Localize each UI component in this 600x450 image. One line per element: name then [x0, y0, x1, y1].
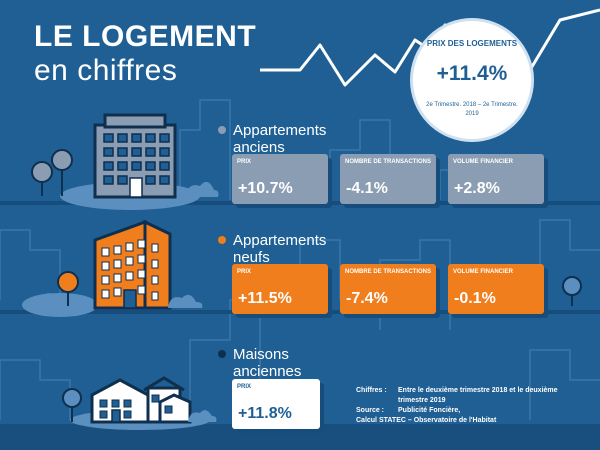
- badge-title: PRIX DES LOGEMENTS: [426, 39, 518, 48]
- chiffres-value: Entre le deuxième trimestre 2018 et le d…: [398, 387, 558, 404]
- section-label-line-1: Maisons: [233, 346, 289, 363]
- card-label: NOMBRE DE TRANSACTIONS: [345, 159, 432, 165]
- bullet-dot: [218, 350, 226, 358]
- card-transactions: NOMBRE DE TRANSACTIONS -4.1%: [340, 154, 436, 204]
- source-row: Source : Publicité Foncière,: [356, 406, 586, 416]
- chiffres-key: Chiffres :: [356, 387, 387, 394]
- bullet-dot: [218, 126, 226, 134]
- section-label-appartements-neufs: Appartements neufs: [218, 232, 327, 266]
- card-label: PRIX: [237, 269, 252, 275]
- section-label-line-1: Appartements: [233, 122, 327, 139]
- card-value: +11.5%: [238, 290, 292, 307]
- card-label: PRIX: [237, 384, 252, 390]
- card-label: NOMBRE DE TRANSACTIONS: [345, 269, 432, 275]
- card-value: -7.4%: [346, 290, 388, 307]
- page-title: LE LOGEMENT en chiffres: [34, 20, 256, 88]
- tree-icon: [62, 388, 82, 422]
- price-badge: PRIX DES LOGEMENTS +11.4% 2e Trimestre. …: [410, 18, 534, 142]
- card-value: +2.8%: [454, 180, 500, 197]
- card-value: +10.7%: [238, 180, 293, 197]
- card-value: +11.8%: [238, 405, 292, 422]
- card-volume: VOLUME FINANCIER +2.8%: [448, 154, 544, 204]
- card-prix: PRIX +10.7%: [232, 154, 328, 204]
- source-notes: Chiffres : Entre le deuxième trimestre 2…: [356, 386, 586, 426]
- house-icon: [70, 376, 210, 430]
- source-key: Source :: [356, 407, 385, 414]
- section-label-line-2: anciennes: [233, 363, 302, 380]
- card-label: VOLUME FINANCIER: [453, 269, 513, 275]
- tree-icon: [31, 149, 73, 196]
- bush-icon: [26, 293, 203, 308]
- card-volume: VOLUME FINANCIER -0.1%: [448, 264, 544, 314]
- bush-icon: [185, 181, 219, 197]
- section-label-line-2: anciens: [233, 139, 285, 156]
- card-value: -4.1%: [346, 180, 388, 197]
- section-label-maisons-anciennes: Maisons anciennes: [218, 346, 302, 380]
- section-label-line-1: Appartements: [233, 232, 327, 249]
- source-value-2: Calcul STATEC – Observatoire de l'Habita…: [356, 417, 497, 424]
- card-label: VOLUME FINANCIER: [453, 159, 513, 165]
- card-label: PRIX: [237, 159, 252, 165]
- section-label-appartements-anciens: Appartements anciens: [218, 122, 327, 156]
- card-transactions: NOMBRE DE TRANSACTIONS -7.4%: [340, 264, 436, 314]
- section-label-line-2: neufs: [233, 249, 270, 266]
- source-value: Publicité Foncière,: [398, 407, 461, 414]
- badge-period: 2e Trimestre. 2018 – 2e Trimestre. 2019: [426, 102, 518, 117]
- badge-value: +11.4%: [436, 62, 508, 85]
- tree-icon: [57, 271, 582, 306]
- card-value: -0.1%: [454, 290, 496, 307]
- title-line-1: LE LOGEMENT: [34, 20, 257, 53]
- chiffres-row: Chiffres : Entre le deuxième trimestre 2…: [356, 386, 586, 406]
- title-line-2: en chiffres: [34, 54, 178, 87]
- card-prix: PRIX +11.5%: [232, 264, 328, 314]
- building-icon: [22, 219, 172, 317]
- bullet-dot: [218, 236, 226, 244]
- bush-icon: [188, 410, 217, 422]
- card-prix: PRIX +11.8%: [232, 379, 320, 429]
- building-icon: [60, 113, 200, 210]
